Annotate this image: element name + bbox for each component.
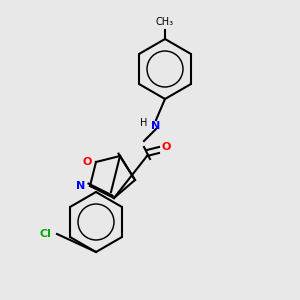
Text: O: O xyxy=(82,157,92,167)
Text: Cl: Cl xyxy=(39,229,51,239)
Text: O: O xyxy=(162,142,171,152)
Text: N: N xyxy=(152,121,160,131)
Text: CH₃: CH₃ xyxy=(156,17,174,27)
Text: H: H xyxy=(140,118,147,128)
Text: N: N xyxy=(76,181,85,191)
